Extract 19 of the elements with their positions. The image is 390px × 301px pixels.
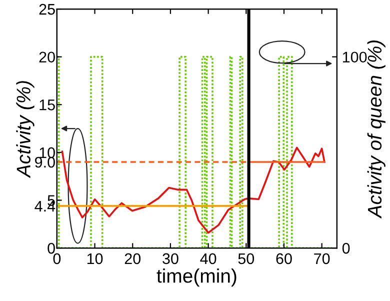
x-tick-label: 30 [162,253,178,264]
x-tick-label: 70 [314,253,330,264]
x-tick-label: 60 [276,253,292,264]
y2-axis-title: Activity of queen (%) [367,40,386,219]
y-tick-label: 20 [39,52,55,63]
line-series [61,146,326,234]
x-axis-title: time(min) [156,268,236,287]
y2-tick-label: 100 [342,52,367,63]
y2-tick-label: 0 [342,242,350,254]
x-tick-label: 20 [124,253,141,264]
y-tick-label: 10 [40,147,55,158]
y-tick-label: 25 [39,4,55,15]
x-tick-label: 10 [87,253,103,264]
y-tick-label: 15 [40,100,55,110]
y-axis-title: Activity (%) [16,81,34,178]
x-tick-label: 50 [238,253,254,264]
y-tick-label: 0 [48,242,55,254]
y-tick-label: 9.0 [35,156,55,168]
x-tick-label: 40 [200,253,216,264]
